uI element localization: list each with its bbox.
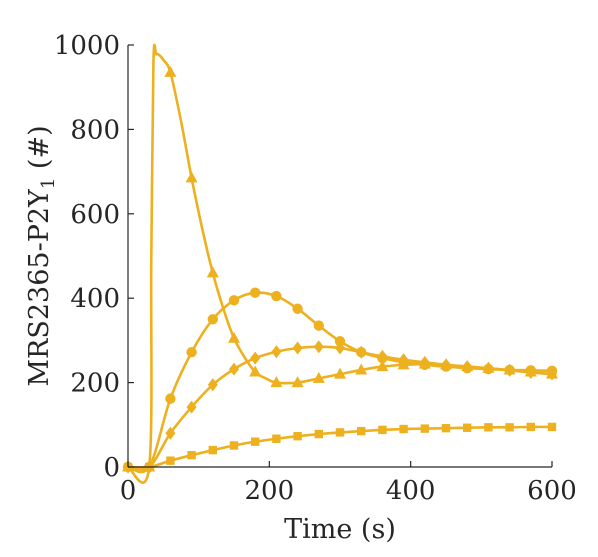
series-square-point: [187, 450, 196, 460]
series-diamond-point: [229, 362, 239, 376]
series-circle-line: [127, 291, 553, 474]
series-layer: [122, 43, 558, 484]
series-diamond-point: [313, 340, 324, 354]
y-tick-label: 800: [70, 115, 120, 145]
series-triangle-point: [249, 365, 262, 377]
series-circle-point: [165, 393, 176, 404]
series-square-point: [505, 423, 514, 432]
series-square-point: [166, 456, 175, 465]
series-square-point: [463, 423, 472, 432]
series-circle-point: [186, 347, 197, 358]
series-diamond-point: [271, 345, 282, 359]
y-tick-label: 1000: [54, 31, 120, 61]
series-diamond-point: [165, 426, 176, 440]
x-tick-label: 0: [120, 476, 137, 506]
series-diamond-point: [525, 365, 536, 379]
series-square-point: [399, 424, 408, 434]
series-diamond-point: [398, 353, 409, 367]
series-square-point: [208, 445, 217, 455]
series-diamond-point: [356, 345, 367, 359]
y-axis-label: MRS2365-P2Y1 (#): [24, 125, 59, 386]
series-square-point: [251, 437, 260, 446]
series-square-point: [484, 423, 493, 432]
series-triangle-point: [164, 65, 177, 77]
series-diamond-point: [292, 341, 303, 355]
series-square-point: [526, 422, 535, 432]
series-triangle-point: [312, 371, 325, 383]
series-triangle-point: [185, 171, 198, 183]
series-diamond-point: [377, 349, 388, 363]
series-diamond-point: [504, 363, 515, 377]
x-tick-label: 400: [386, 476, 436, 506]
x-tick-label: 200: [245, 476, 295, 506]
series-square-point: [547, 422, 557, 432]
series-square-point: [441, 423, 451, 433]
series-square-point: [272, 434, 281, 443]
series-square-point: [420, 424, 429, 433]
series-diamond-point: [335, 341, 345, 355]
y-tick-label: 600: [70, 200, 120, 230]
y-tick-label: 0: [103, 453, 120, 483]
series-triangle-line: [127, 43, 553, 484]
y-tick-label: 400: [70, 284, 120, 314]
series-square-point: [378, 425, 387, 435]
series-triangle-point: [206, 266, 219, 278]
series-triangle: [122, 43, 558, 484]
series-diamond-point: [207, 378, 218, 392]
series-square-point: [335, 428, 345, 437]
x-axis-label: Time (s): [284, 514, 396, 545]
series-triangle-point: [270, 376, 283, 388]
series-diamond-point: [419, 355, 430, 369]
series-triangle-point: [228, 331, 240, 343]
ticks-layer: 0 200 400 600 0 200 400 600 800 1000: [54, 31, 577, 506]
y-tick-label: 200: [70, 369, 120, 399]
series-square-point: [293, 431, 302, 441]
y-axis-label-subscript: 1: [38, 178, 59, 189]
series-circle-point: [228, 295, 240, 306]
series-triangle-point: [355, 363, 368, 375]
series-diamond-point: [186, 400, 197, 414]
series-triangle-point: [334, 367, 346, 379]
series-square-point: [314, 429, 323, 439]
series-diamond-point: [547, 367, 557, 381]
y-axis-label-main: MRS2365-P2Y: [24, 188, 55, 387]
series-circle-point: [334, 336, 346, 347]
series-triangle-point: [291, 376, 304, 388]
series-square-point: [229, 441, 239, 450]
series-triangle-point: [376, 360, 389, 372]
series-circle-point: [292, 303, 303, 314]
series-diamond-point: [441, 358, 451, 372]
y-axis-label-tail: (#): [24, 125, 55, 177]
x-tick-label: 600: [527, 476, 577, 506]
series-diamond-point: [483, 361, 494, 375]
series-circle-point: [250, 287, 261, 298]
series-diamond-point: [462, 360, 473, 374]
series-circle: [122, 287, 558, 474]
series-diamond-point: [250, 351, 261, 365]
series-circle-point: [207, 314, 218, 325]
series-square-point: [357, 426, 366, 436]
series-circle-point: [313, 320, 324, 331]
series-square: [123, 422, 557, 472]
series-circle-point: [271, 290, 282, 302]
